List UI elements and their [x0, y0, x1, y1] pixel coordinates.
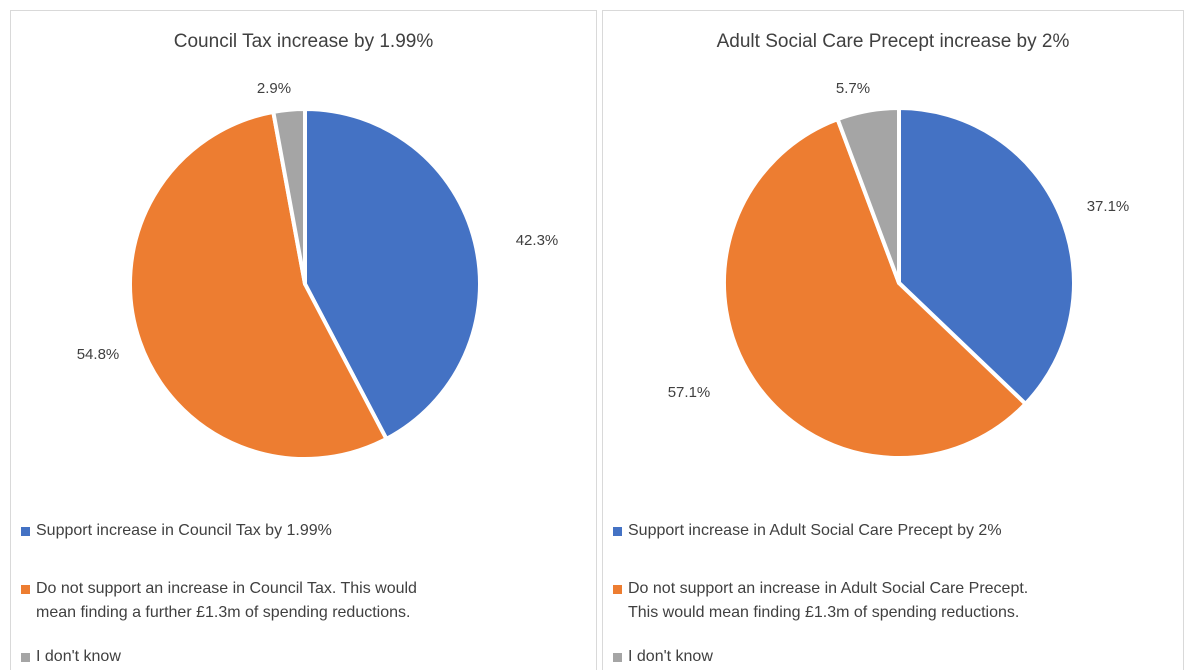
adult-social-care-pie: 37.1% 57.1% 5.7%: [668, 80, 1130, 460]
pie-slice: [897, 106, 1076, 406]
chart-title: Adult Social Care Precept increase by 2%: [716, 31, 1070, 52]
pie-slice: [722, 117, 1028, 460]
legend-swatch: [613, 585, 622, 594]
pie-slice: [303, 107, 482, 441]
legend-label-line: Support increase in Council Tax by 1.99%: [36, 522, 332, 539]
legend-item: Support increase in Adult Social Care Pr…: [613, 519, 1002, 543]
council-tax-pie: 42.3% 54.8% 2.9%: [77, 80, 559, 461]
data-label: 42.3%: [516, 232, 559, 249]
council-tax-chart-panel: Council Tax increase by 1.99% 42.3% 54.8%…: [10, 10, 597, 670]
legend-swatch: [21, 653, 30, 662]
pie-slice: [271, 107, 307, 286]
legend-item: Do not support an increase in Council Ta…: [21, 577, 417, 625]
legend-label: I don't know: [628, 645, 713, 669]
legend-label-line: I don't know: [36, 648, 121, 665]
data-label: 54.8%: [77, 346, 120, 363]
legend-label-line: This would mean finding £1.3m of spendin…: [628, 604, 1020, 621]
adult-social-care-chart-panel: Adult Social Care Precept increase by 2%…: [602, 10, 1184, 670]
pie-slice: [835, 106, 901, 285]
legend-swatch: [21, 527, 30, 536]
legend-item: I don't know: [21, 645, 121, 669]
data-label: 5.7%: [836, 80, 870, 97]
legend-label-line: Support increase in Adult Social Care Pr…: [628, 522, 1002, 539]
legend-item: I don't know: [613, 645, 713, 669]
legend-label: Support increase in Council Tax by 1.99%: [36, 519, 332, 543]
legend-swatch: [613, 653, 622, 662]
legend-label-line: I don't know: [628, 648, 713, 665]
pie-slice: [128, 109, 389, 461]
legend-label-line: Do not support an increase in Adult Soci…: [628, 580, 1029, 597]
legend-label-line: Do not support an increase in Council Ta…: [36, 580, 417, 597]
data-label: 2.9%: [257, 80, 291, 97]
legend-item: Support increase in Council Tax by 1.99%: [21, 519, 332, 543]
legend-label-line: mean finding a further £1.3m of spending…: [36, 604, 411, 621]
data-label: 57.1%: [668, 384, 711, 401]
legend-label: Support increase in Adult Social Care Pr…: [628, 519, 1002, 543]
legend-label: I don't know: [36, 645, 121, 669]
legend-item: Do not support an increase in Adult Soci…: [613, 577, 1028, 625]
legend-label: Do not support an increase in Council Ta…: [36, 577, 417, 625]
data-label: 37.1%: [1087, 198, 1130, 215]
legend-swatch: [613, 527, 622, 536]
legend-swatch: [21, 585, 30, 594]
legend-label: Do not support an increase in Adult Soci…: [628, 577, 1028, 625]
chart-title: Council Tax increase by 1.99%: [173, 31, 434, 52]
